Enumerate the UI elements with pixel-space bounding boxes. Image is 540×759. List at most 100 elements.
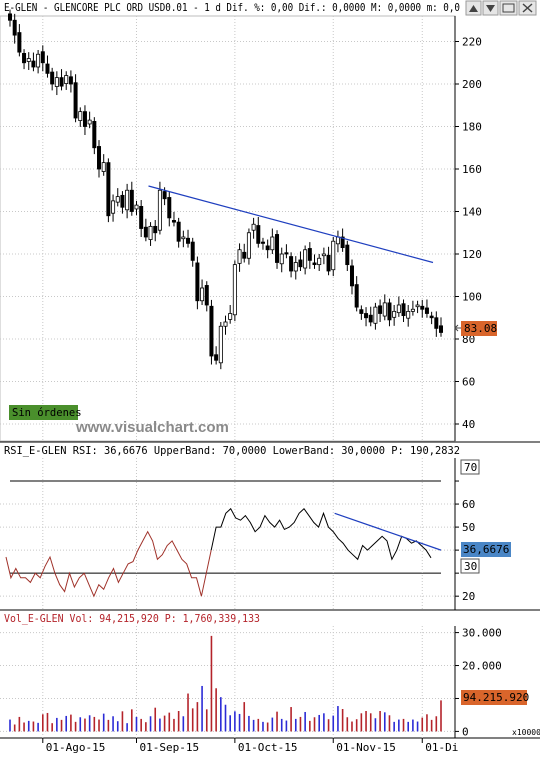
volume-gridlines (0, 632, 455, 732)
candle-body (78, 111, 83, 121)
rsi-upper-tag: 70 (464, 461, 477, 474)
orders-badge-bg (9, 405, 78, 420)
candle-body (195, 262, 200, 302)
candle-body (68, 76, 73, 85)
volume-tick-label: 0 (462, 725, 469, 738)
volume-tick-label: 30.000 (462, 627, 502, 640)
candle-body (359, 309, 364, 314)
candle-body (293, 262, 298, 272)
candle-body (176, 221, 181, 242)
trendlines (148, 185, 442, 551)
price-axis-ticks: 40 60 80 100 120 140 160 180 200 220 (455, 36, 482, 431)
candle-body (298, 259, 303, 268)
candle-body (382, 302, 387, 317)
rsi-lower-tag: 30 (464, 560, 477, 573)
orders-badge: Sin órdenes (12, 407, 82, 419)
price-trendline (148, 185, 434, 264)
candle-body (373, 306, 378, 324)
date-tick-label: 01-Oct-15 (238, 741, 298, 754)
candle-body (209, 305, 214, 357)
candle-body (153, 225, 158, 234)
price-tick-label: 180 (462, 121, 482, 134)
candle-body (22, 53, 27, 64)
rsi-tick-label: 50 (462, 521, 475, 534)
rsi-upper-tag-bg (460, 459, 480, 475)
window-controls (465, 0, 537, 16)
candle-body (265, 245, 270, 251)
candle-body (232, 264, 237, 316)
candle-body (162, 191, 167, 200)
candle-body (340, 236, 345, 249)
candlestick-series (7, 9, 443, 370)
candle-body (307, 248, 312, 261)
volume-panel-title: Vol_E-GLEN Vol: 94,215,920 P: 1,760,339,… (4, 613, 260, 625)
candle-body (148, 225, 153, 240)
price-tick-label: 40 (462, 418, 475, 431)
candle-body (92, 121, 97, 149)
vertical-gridlines (42, 16, 423, 738)
candle-body (270, 236, 275, 251)
candle-body (228, 313, 233, 320)
vol-tag-label: 94.215.920 (463, 691, 529, 704)
watermark: www.visualchart.com (75, 419, 229, 436)
price-tick-label: 80 (462, 333, 475, 346)
candle-body (429, 315, 434, 319)
rsi-value-tag-bg (461, 542, 511, 557)
rsi-lower-tag-bg (460, 558, 480, 574)
candle-body (331, 240, 336, 271)
price-tick-label: 120 (462, 248, 482, 261)
rsi-tags: 70 36,6676 30 (460, 459, 511, 574)
candle-body (345, 244, 350, 266)
candle-body (392, 310, 397, 318)
candle-body (424, 307, 429, 314)
price-last-tag: 83.08 (454, 321, 497, 336)
candle-body (87, 119, 92, 125)
volume-tick-label: 20.000 (462, 660, 502, 673)
vol-tag-bg (461, 690, 527, 705)
price-tick-label: 100 (462, 291, 482, 304)
candle-body (237, 249, 242, 264)
date-tick-label: 01-Nov-15 (336, 741, 396, 754)
candle-body (364, 313, 369, 319)
candle-body (26, 58, 31, 62)
candle-body (181, 236, 186, 240)
candle-body (64, 75, 69, 84)
candle-body (82, 111, 87, 127)
price-tick-label: 60 (462, 376, 475, 389)
close-icon (522, 3, 533, 13)
candle-body (246, 232, 251, 259)
candle-body (354, 284, 359, 308)
candle-body (40, 51, 45, 64)
candle-body (349, 265, 354, 287)
price-tick-label: 220 (462, 36, 482, 49)
candle-body (59, 77, 64, 87)
candle-body (54, 77, 59, 87)
candle-body (186, 237, 191, 244)
rsi-line-early (5, 530, 212, 598)
candle-body (321, 253, 326, 257)
volume-multiplier: x10000 (512, 728, 540, 737)
scroll-up-icon (469, 5, 478, 12)
candle-body (260, 241, 265, 244)
candle-body (139, 205, 144, 229)
candle-body (401, 303, 406, 317)
candle-body (396, 304, 401, 314)
candle-body (190, 241, 195, 261)
candle-body (204, 285, 209, 306)
date-axis-ticks: 01-Ago-15 01-Sep-15 01-Oct-15 01-Nov-15 01-D… (42, 738, 458, 754)
candle-body (378, 305, 383, 314)
price-gridlines (0, 41, 455, 425)
candle-body (242, 251, 247, 259)
candle-body (368, 314, 373, 323)
rsi-trendline (334, 512, 442, 551)
candle-body (410, 308, 415, 312)
candle-body (218, 325, 223, 364)
rsi-gridlines (0, 480, 455, 597)
candle-body (317, 257, 322, 266)
price-panel-frame (0, 15, 456, 442)
candle-body (284, 252, 289, 255)
rsi-tick-label: 20 (462, 590, 475, 603)
rsi-value-tag: 36,6676 (463, 543, 509, 556)
candle-body (256, 225, 261, 244)
